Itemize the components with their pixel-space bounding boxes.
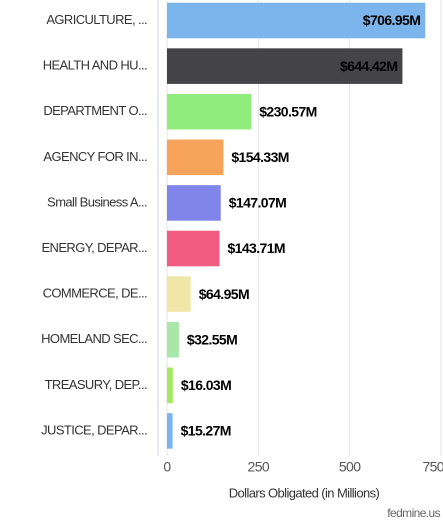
x-tick-label: 0 [163,459,171,475]
x-tick-label: 750 [422,459,443,475]
y-tick-label: AGENCY FOR IN... [43,149,147,164]
value-label: $16.03M [181,377,231,393]
value-label: $644.42M [340,58,397,74]
bar [167,2,426,39]
bar [167,321,179,358]
value-label: $15.27M [181,423,231,439]
x-tick-label: 500 [339,459,361,475]
bar [167,93,252,130]
y-tick-label: AGRICULTURE, ... [46,12,147,27]
y-tick-label: Small Business A... [47,194,147,209]
y-tick-label: JUSTICE, DEPAR... [41,422,147,437]
y-tick-label: TREASURY, DEP... [45,377,147,392]
y-tick-label: ENERGY, DEPAR... [41,240,147,255]
y-tick-label: DEPARTMENT O... [43,103,147,118]
value-label: $32.55M [187,331,237,347]
bar [167,139,224,176]
value-label: $143.71M [228,240,285,256]
y-tick-label: HEALTH AND HU... [43,58,147,73]
bar [167,276,191,312]
y-tick-label: HOMELAND SEC... [41,331,147,346]
bar [167,367,173,404]
x-tick-label: 250 [248,459,270,475]
y-tick-label: COMMERCE, DE... [43,286,147,301]
bar [167,185,221,221]
bar [167,48,403,84]
value-label: $706.95M [363,12,420,28]
credit: fedmine.us [387,506,440,520]
value-label: $64.95M [199,286,249,302]
value-label: $230.57M [259,103,316,119]
value-label: $154.33M [231,149,288,165]
value-label: $147.07M [229,195,286,211]
bar [167,413,173,449]
bar [167,230,220,267]
x-axis-label: Dollars Obligated (in Millions) [229,485,380,500]
